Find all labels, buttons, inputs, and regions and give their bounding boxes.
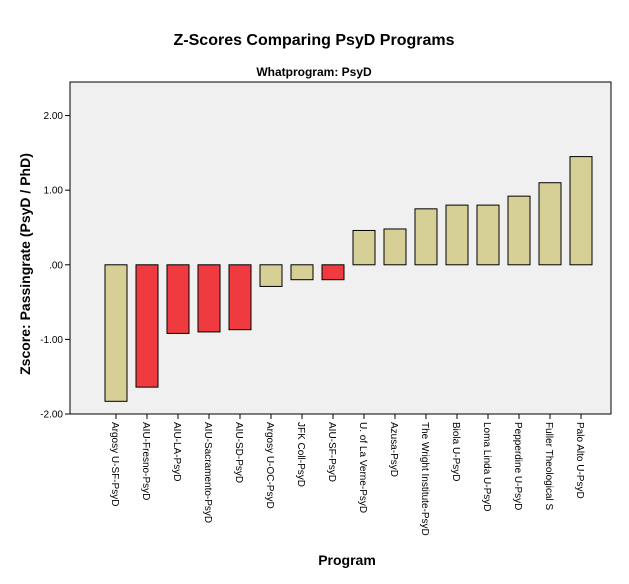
x-tick-label: JFK Coll-PsyD xyxy=(295,422,306,487)
x-tick-label: AIU-SD-PsyD xyxy=(233,422,244,483)
y-tick-label: 2.00 xyxy=(44,111,64,122)
x-tick-label: Azusa-PsyD xyxy=(388,422,399,477)
x-tick-label: Argosy U-SF-PsyD xyxy=(109,422,120,506)
bars-group xyxy=(104,156,593,402)
y-tick-label: -1.00 xyxy=(40,335,63,346)
y-axis-label: Zscore: Passingrate (PsyD / PhD) xyxy=(17,153,33,375)
bar xyxy=(166,264,190,334)
bar xyxy=(445,204,469,266)
bar xyxy=(290,264,314,281)
x-axis: Argosy U-SF-PsyD AIU-Fresno-PsyD AIU-LA-Ps… xyxy=(109,414,585,536)
y-axis: 2.00 1.00 .00 -1.00 -2.00 xyxy=(40,111,70,421)
x-tick-label: Loma Linda U-PsyD xyxy=(481,422,492,511)
bar xyxy=(197,264,221,333)
y-tick-label: -2.00 xyxy=(40,410,63,421)
x-tick-label: Fuller Theological S xyxy=(543,422,554,511)
x-tick-label: AIU-Fresno-PsyD xyxy=(140,422,151,500)
bar xyxy=(228,264,252,331)
x-tick-label: AIU-LA-PsyD xyxy=(171,422,182,481)
y-tick-label: 1.00 xyxy=(44,186,64,197)
x-tick-label: Argosy U-OC-PsyD xyxy=(264,422,275,509)
bar xyxy=(507,195,531,266)
bar xyxy=(135,264,159,388)
bar xyxy=(259,264,283,287)
bar xyxy=(352,229,376,266)
bar xyxy=(383,228,407,266)
y-tick-label: .00 xyxy=(49,260,63,271)
x-axis-label: Program xyxy=(318,552,376,568)
x-tick-label: Biola U-PsyD xyxy=(450,422,461,481)
x-tick-label: Palo Alto U-PsyD xyxy=(574,422,585,499)
bar xyxy=(414,208,438,266)
bar xyxy=(538,182,562,266)
bar xyxy=(569,156,593,266)
x-tick-label: AIU-SF-PsyD xyxy=(326,422,337,482)
x-tick-label: U. of La Verne-PsyD xyxy=(357,422,368,513)
x-tick-label: The Wright Institute-PsyD xyxy=(419,422,430,536)
bar xyxy=(321,264,345,281)
bar xyxy=(476,204,500,266)
chart-title: Z-Scores Comparing PsyD Programs xyxy=(174,32,455,49)
chart-subtitle: Whatprogram: PsyD xyxy=(256,65,372,79)
x-tick-label: AIU-Sacramento-PsyD xyxy=(202,422,213,523)
bar xyxy=(104,264,128,402)
x-tick-label: Pepperdine U-PsyD xyxy=(512,422,523,510)
